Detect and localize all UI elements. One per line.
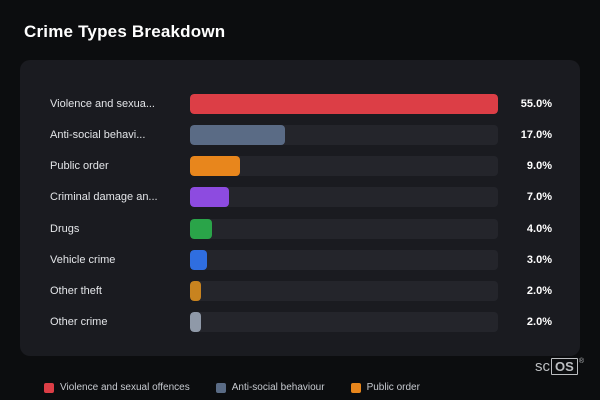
- logo-prefix: sc: [535, 358, 551, 375]
- bar-row: Other theft 2.0%: [50, 280, 552, 301]
- bar-row: Drugs 4.0%: [50, 218, 552, 239]
- legend-swatch: [350, 382, 361, 393]
- bar-track: [190, 218, 498, 239]
- bar-row: Other crime 2.0%: [50, 311, 552, 332]
- page-title: Crime Types Breakdown: [24, 22, 226, 41]
- category-label: Other crime: [50, 315, 108, 328]
- chart-legend: Violence and sexual offences Anti-social…: [44, 382, 420, 393]
- category-label: Drugs: [50, 222, 80, 235]
- chart-card: Violence and sexua... 55.0% Anti-social …: [20, 60, 580, 356]
- value-label: 2.0%: [526, 315, 552, 328]
- value-label: 17.0%: [520, 129, 552, 142]
- legend-item[interactable]: Anti-social behaviour: [215, 382, 325, 393]
- value-label: 3.0%: [526, 253, 552, 266]
- bar-row: Criminal damage an... 7.0%: [50, 187, 552, 208]
- bar-row: Violence and sexua... 55.0%: [50, 94, 552, 114]
- bar[interactable]: [190, 94, 498, 114]
- bar-track: [190, 156, 498, 177]
- bar[interactable]: [190, 249, 207, 270]
- legend-label: Public order: [366, 382, 420, 393]
- bar[interactable]: [190, 187, 230, 208]
- bar[interactable]: [190, 280, 202, 301]
- bar-track: [190, 94, 498, 114]
- category-label: Public order: [50, 160, 109, 173]
- value-label: 7.0%: [526, 191, 552, 204]
- bar[interactable]: [190, 311, 202, 332]
- category-label: Violence and sexua...: [50, 98, 155, 110]
- bar-row: Public order 9.0%: [50, 156, 552, 177]
- legend-label: Anti-social behaviour: [231, 382, 325, 393]
- category-label: Other theft: [50, 284, 102, 297]
- legend-swatch: [215, 382, 226, 393]
- legend-label: Violence and sexual offences: [60, 382, 190, 393]
- bar[interactable]: [190, 218, 213, 239]
- bar-track: [190, 311, 498, 332]
- scos-logo: sc OS ®: [535, 358, 584, 376]
- category-label: Vehicle crime: [50, 253, 116, 266]
- category-label: Criminal damage an...: [50, 191, 158, 204]
- value-label: 2.0%: [526, 284, 552, 297]
- legend-item[interactable]: Public order: [350, 382, 420, 393]
- bar-track: [190, 249, 498, 270]
- bar-track: [190, 187, 498, 208]
- bar[interactable]: [190, 156, 241, 177]
- bar-track: [190, 280, 498, 301]
- legend-item[interactable]: Violence and sexual offences: [44, 382, 190, 393]
- bar-track: [190, 125, 498, 146]
- bar[interactable]: [190, 125, 286, 146]
- value-label: 9.0%: [526, 160, 552, 173]
- registered-mark: ®: [578, 358, 584, 365]
- value-label: 4.0%: [526, 222, 552, 235]
- value-label: 55.0%: [520, 98, 552, 110]
- logo-box: OS: [551, 358, 578, 375]
- category-label: Anti-social behavi...: [50, 129, 146, 142]
- bar-row: Vehicle crime 3.0%: [50, 249, 552, 270]
- legend-swatch: [44, 382, 54, 393]
- bar-row: Anti-social behavi... 17.0%: [50, 125, 552, 146]
